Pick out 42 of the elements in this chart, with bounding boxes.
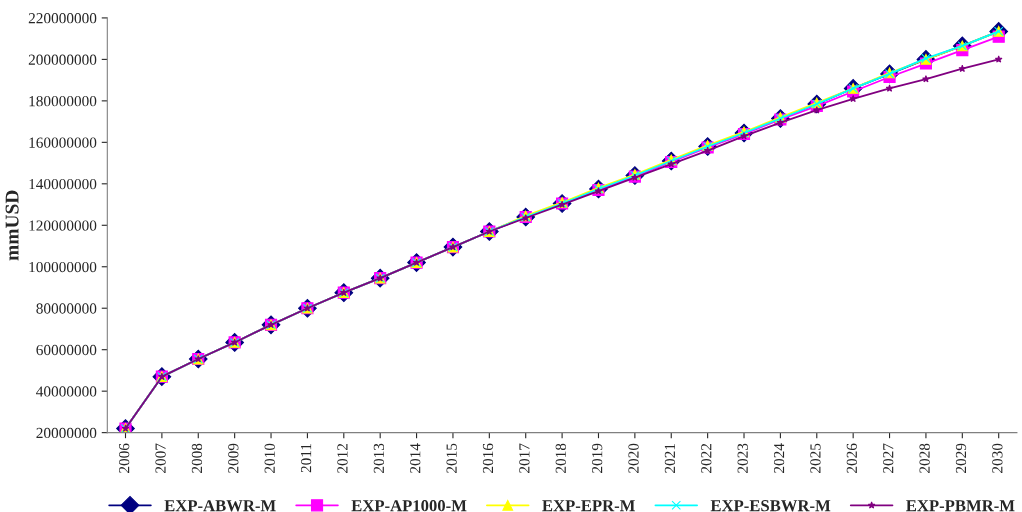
x-tick-label: 2021 bbox=[664, 443, 676, 473]
x-tick-label: 2018 bbox=[555, 443, 566, 473]
x-tick-label: 2027 bbox=[883, 443, 894, 473]
x-tick-label: 2007 bbox=[155, 443, 166, 473]
x-tick-label: 2012 bbox=[337, 443, 348, 473]
x-tick-label: 2019 bbox=[592, 443, 603, 473]
legend-label: EXP-PBMR-M bbox=[906, 500, 1015, 512]
y-tick-label: 120000000 bbox=[29, 220, 97, 231]
x-tick-label: 2030 bbox=[992, 443, 1003, 473]
y-tick-label: 60000000 bbox=[36, 344, 97, 356]
y-tick-label: 200000000 bbox=[28, 54, 97, 65]
y-tick-label: 160000000 bbox=[29, 137, 97, 148]
y-tick-label: 40000000 bbox=[36, 386, 97, 397]
legend-label: EXP-AP1000-M bbox=[351, 500, 467, 512]
x-tick-label: 2011 bbox=[300, 443, 312, 473]
y-tick-label: 80000000 bbox=[36, 303, 97, 314]
x-tick-label: 2014 bbox=[410, 443, 421, 473]
legend-label: EXP-ABWR-M bbox=[164, 500, 276, 512]
y-tick-label: 100000000 bbox=[29, 261, 97, 273]
x-tick-label: 2017 bbox=[519, 443, 530, 473]
x-tick-label: 2008 bbox=[191, 443, 203, 473]
x-tick-label: 2020 bbox=[628, 443, 639, 473]
x-tick-label: 2025 bbox=[810, 443, 821, 473]
x-tick-label: 2009 bbox=[228, 443, 239, 473]
x-tick-label: 2016 bbox=[482, 443, 494, 473]
x-tick-label: 2024 bbox=[773, 443, 785, 473]
x-tick-label: 2023 bbox=[737, 443, 748, 473]
x-tick-label: 2015 bbox=[446, 443, 457, 473]
x-tick-label: 2029 bbox=[955, 443, 967, 473]
y-tick-label: 140000000 bbox=[29, 178, 97, 190]
x-tick-label: 2028 bbox=[919, 443, 930, 473]
x-tick-label: 2006 bbox=[119, 443, 130, 473]
legend-label: EXP-ESBWR-M bbox=[710, 500, 831, 512]
legend-label: EXP-EPR-M bbox=[542, 500, 635, 512]
y-axis-title: mmUSD bbox=[5, 190, 19, 261]
x-tick-label: 2022 bbox=[701, 443, 712, 473]
y-tick-label: 180000000 bbox=[29, 96, 97, 107]
x-tick-label: 2010 bbox=[264, 443, 275, 473]
x-tick-label: 2013 bbox=[373, 443, 385, 473]
x-tick-label: 2026 bbox=[846, 443, 857, 473]
y-tick-label: 20000000 bbox=[36, 427, 97, 439]
y-tick-label: 220000000 bbox=[28, 13, 97, 24]
